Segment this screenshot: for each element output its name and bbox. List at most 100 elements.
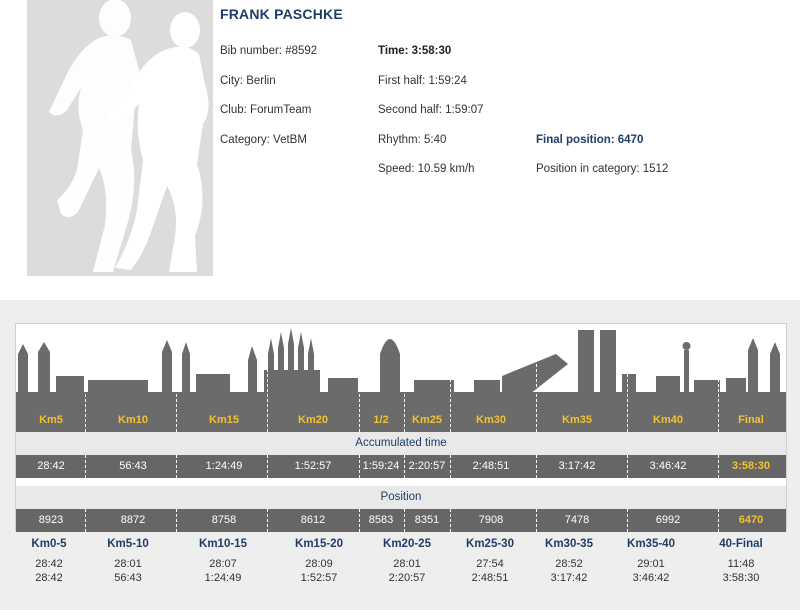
split-label: Km10-15 xyxy=(199,538,247,550)
checkpoint-label: Final xyxy=(738,414,764,426)
split-time: 29:01 xyxy=(637,558,665,570)
column-divider xyxy=(450,455,451,478)
accumulated-time-cell: 3:17:42 xyxy=(558,460,596,472)
runner-photo-placeholder xyxy=(27,0,213,276)
split-time: 28:01 xyxy=(393,558,421,570)
checkpoint-label: 1/2 xyxy=(373,414,389,426)
split-label: 40-Final xyxy=(719,538,763,550)
position-cell: 7908 xyxy=(478,514,504,526)
column-divider xyxy=(176,509,177,532)
column-divider xyxy=(359,324,360,432)
split-time: 28:52 xyxy=(555,558,583,570)
column-divider xyxy=(536,509,537,532)
column-divider xyxy=(267,324,268,432)
position-cell: 8612 xyxy=(300,514,326,526)
bib-number: Bib number: #8592 xyxy=(220,45,318,57)
column-divider xyxy=(627,324,628,432)
checkpoint-label: Km40 xyxy=(653,414,683,426)
position-cell: 8351 xyxy=(414,514,440,526)
split-label: Km5-10 xyxy=(107,538,149,550)
second-half-time: Second half: 1:59:07 xyxy=(378,104,484,116)
split-label: Km20-25 xyxy=(383,538,431,550)
checkpoint-label: Km5 xyxy=(39,414,63,426)
column-divider xyxy=(627,509,628,532)
position-cell: 8583 xyxy=(368,514,394,526)
accumulated-time-header: Accumulated time xyxy=(16,432,786,455)
accumulated-time-cell: 3:46:42 xyxy=(649,460,687,472)
skyline-icon xyxy=(16,328,786,432)
column-divider xyxy=(718,324,719,432)
split-label: Km35-40 xyxy=(627,538,675,550)
split-cumulative: 2:20:57 xyxy=(388,572,426,584)
accumulated-time-cell: 2:20:57 xyxy=(408,460,446,472)
column-divider xyxy=(359,455,360,478)
column-divider xyxy=(536,455,537,478)
category: Category: VetBM xyxy=(220,134,307,146)
checkpoint-label-row: Km5 Km10 Km15 Km20 1/2 Km25 Km30 Km35 Km… xyxy=(16,410,786,432)
checkpoint-label: Km25 xyxy=(412,414,442,426)
checkpoint-label: Km10 xyxy=(118,414,148,426)
column-divider xyxy=(176,455,177,478)
accumulated-time-cell-final: 3:58:30 xyxy=(732,460,770,472)
split-column: Km25-30 27:54 2:48:51 xyxy=(466,537,514,585)
split-column: Km20-25 28:01 2:20:57 xyxy=(383,537,431,585)
split-cumulative: 3:17:42 xyxy=(550,572,588,584)
split-column: Km0-5 28:42 28:42 xyxy=(31,537,66,585)
final-position: Final position: 6470 xyxy=(536,134,644,146)
accumulated-time-cell: 2:48:51 xyxy=(472,460,510,472)
position-cell: 8758 xyxy=(211,514,237,526)
column-divider xyxy=(404,324,405,432)
first-half-time: First half: 1:59:24 xyxy=(378,75,467,87)
splits-section: Km5 Km10 Km15 Km20 1/2 Km25 Km30 Km35 Km… xyxy=(0,300,800,610)
split-cumulative: 1:52:57 xyxy=(300,572,338,584)
column-divider xyxy=(176,324,177,432)
accumulated-time-cell: 1:59:24 xyxy=(362,460,400,472)
finish-time: Time: 3:58:30 xyxy=(378,45,452,57)
accumulated-time-cell: 56:43 xyxy=(119,460,147,472)
race-progress-panel: Km5 Km10 Km15 Km20 1/2 Km25 Km30 Km35 Km… xyxy=(15,323,787,532)
column-divider xyxy=(404,455,405,478)
position-cell: 8923 xyxy=(38,514,64,526)
position-cell: 7478 xyxy=(564,514,590,526)
column-divider xyxy=(359,509,360,532)
split-cumulative: 3:46:42 xyxy=(632,572,670,584)
split-time: 27:54 xyxy=(476,558,504,570)
split-column: Km5-10 28:01 56:43 xyxy=(107,537,149,585)
accumulated-time-cell: 1:52:57 xyxy=(294,460,332,472)
speed: Speed: 10.59 km/h xyxy=(378,163,475,175)
city: City: Berlin xyxy=(220,75,276,87)
split-time: 28:07 xyxy=(209,558,237,570)
position-in-category: Position in category: 1512 xyxy=(536,163,669,175)
accumulated-time-cell: 1:24:49 xyxy=(205,460,243,472)
column-divider xyxy=(267,509,268,532)
split-time: 28:42 xyxy=(35,558,63,570)
column-divider xyxy=(718,455,719,478)
column-divider xyxy=(85,509,86,532)
split-times: Km0-5 28:42 28:42 Km5-10 28:01 56:43 Km1… xyxy=(0,537,800,597)
split-column: Km10-15 28:07 1:24:49 xyxy=(199,537,247,585)
split-cumulative: 56:43 xyxy=(114,572,142,584)
column-divider xyxy=(450,509,451,532)
split-cumulative: 3:58:30 xyxy=(722,572,760,584)
position-row: 8923 8872 8758 8612 8583 8351 7908 7478 … xyxy=(16,509,786,532)
split-label: Km30-35 xyxy=(545,538,593,550)
position-cell: 8872 xyxy=(120,514,146,526)
checkpoint-label: Km35 xyxy=(562,414,592,426)
runner-name: FRANK PASCHKE xyxy=(220,6,343,22)
split-column: Km30-35 28:52 3:17:42 xyxy=(545,537,593,585)
position-header: Position xyxy=(16,486,786,509)
split-label: Km15-20 xyxy=(295,538,343,550)
column-divider xyxy=(267,455,268,478)
column-divider xyxy=(536,324,537,432)
column-divider xyxy=(627,455,628,478)
position-cell-final: 6470 xyxy=(738,514,764,526)
column-divider xyxy=(404,509,405,532)
rhythm: Rhythm: 5:40 xyxy=(378,134,447,146)
accumulated-time-row: 28:42 56:43 1:24:49 1:52:57 1:59:24 2:20… xyxy=(16,455,786,478)
split-column: Km15-20 28:09 1:52:57 xyxy=(295,537,343,585)
split-column: Km35-40 29:01 3:46:42 xyxy=(627,537,675,585)
split-time: 11:48 xyxy=(727,558,755,570)
split-cumulative: 1:24:49 xyxy=(204,572,242,584)
club: Club: ForumTeam xyxy=(220,104,312,116)
checkpoint-label: Km20 xyxy=(298,414,328,426)
